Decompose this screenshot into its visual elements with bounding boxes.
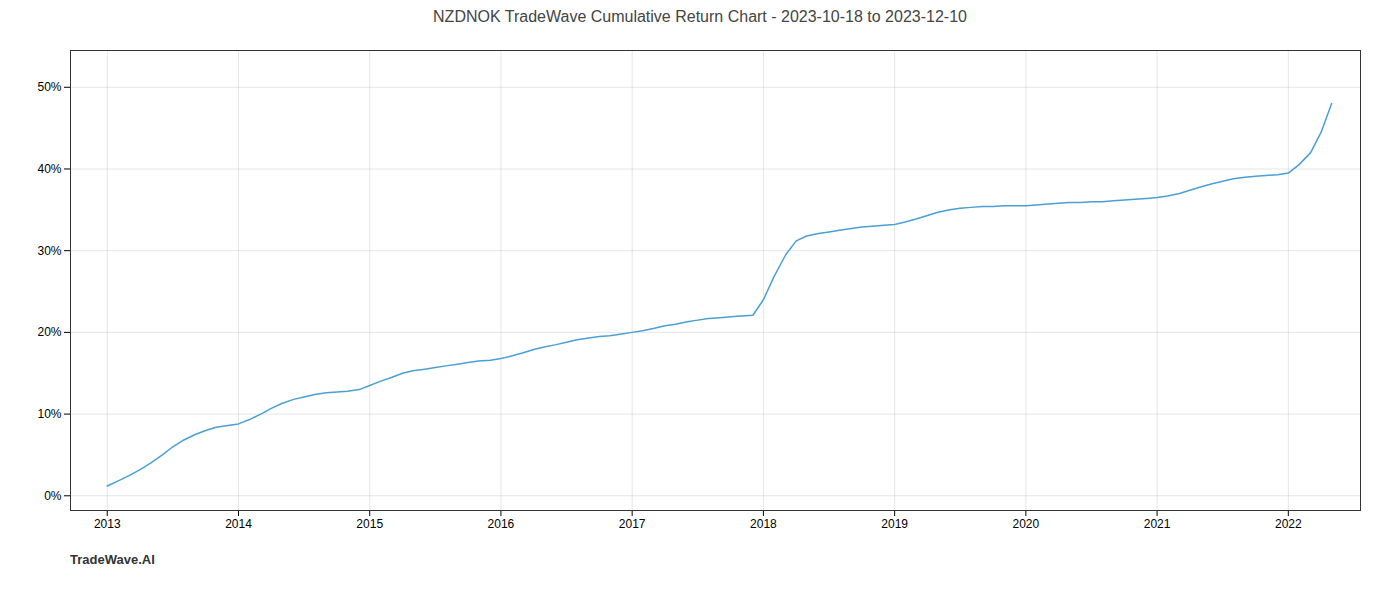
svg-text:50%: 50% — [37, 80, 61, 94]
svg-text:30%: 30% — [37, 244, 61, 258]
svg-text:2014: 2014 — [225, 517, 252, 531]
svg-text:2017: 2017 — [619, 517, 646, 531]
svg-text:2013: 2013 — [94, 517, 121, 531]
html-text:NZDNOK TradeWave Cumulative Re: NZDNOK TradeWave Cumulative Return Chart… — [433, 8, 967, 25]
svg-text:2021: 2021 — [1144, 517, 1171, 531]
svg-text:2016: 2016 — [488, 517, 515, 531]
svg-text:2015: 2015 — [356, 517, 383, 531]
svg-text:10%: 10% — [37, 407, 61, 421]
svg-text:2020: 2020 — [1013, 517, 1040, 531]
html-text:TradeWave.AI: TradeWave.AI — [70, 552, 155, 567]
svg-text:2018: 2018 — [750, 517, 777, 531]
svg-text:2019: 2019 — [881, 517, 908, 531]
svg-text:40%: 40% — [37, 162, 61, 176]
svg-text:2022: 2022 — [1275, 517, 1302, 531]
svg-text:0%: 0% — [44, 489, 62, 503]
svg-text:20%: 20% — [37, 325, 61, 339]
